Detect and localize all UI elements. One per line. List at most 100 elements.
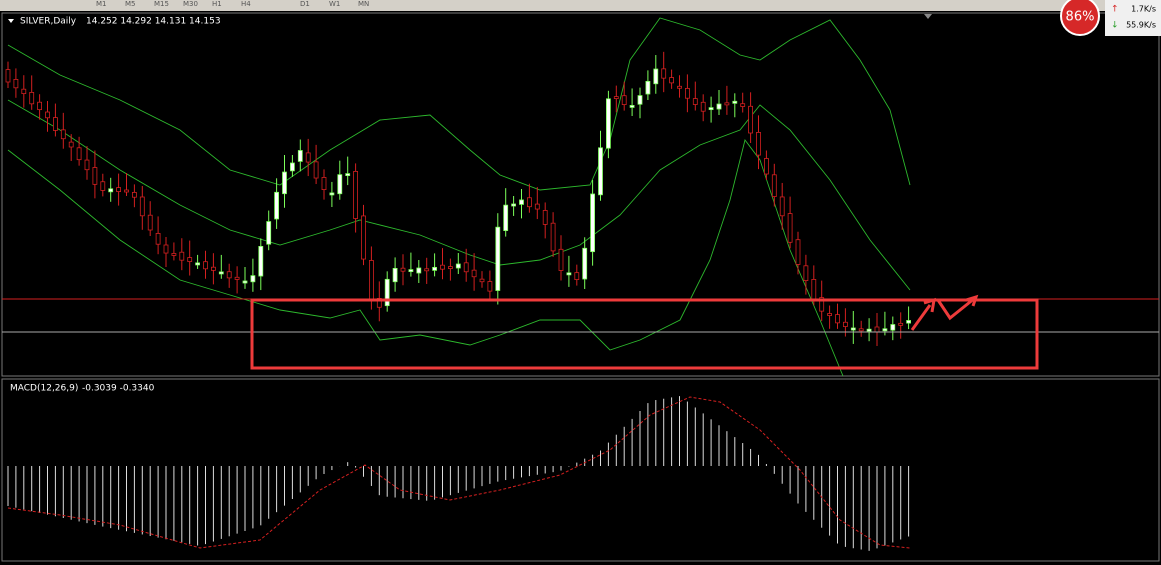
candle-body [226, 271, 232, 279]
candle-body [13, 79, 19, 89]
candle-body [353, 170, 359, 219]
candle-body [337, 174, 343, 195]
upload-speed: 1.7K/s [1131, 5, 1156, 14]
candle-body [511, 203, 517, 207]
candle-body [764, 158, 769, 175]
cpu-percent: 86% [1066, 10, 1095, 25]
candle-body [274, 191, 280, 220]
candle-body [866, 328, 872, 332]
candle-body [890, 324, 896, 331]
up-arrow: ↑ [1111, 5, 1119, 15]
candle-body [724, 102, 730, 106]
shift-marker [924, 14, 932, 19]
candle-body [92, 167, 98, 185]
candle-body [874, 326, 880, 333]
macd-signal [7, 396, 911, 549]
arrow-head [965, 294, 979, 307]
candle-body [361, 215, 366, 260]
timeframe[interactable]: M5 [125, 0, 136, 8]
timeframe[interactable]: D1 [300, 0, 310, 8]
arrow [910, 304, 932, 331]
candle-body [590, 193, 595, 253]
candle-body [234, 276, 240, 280]
timeframe-buttons: M1 M5 M15 M30 H1 H4 D1 W1 MN [96, 0, 369, 8]
candle-body [637, 95, 643, 105]
candle-body [732, 100, 738, 104]
candle-body [289, 162, 295, 172]
candle-body [329, 192, 335, 196]
timeframe[interactable]: MN [358, 0, 369, 8]
candle-body [677, 85, 682, 89]
timeframe[interactable]: W1 [329, 0, 340, 8]
candles [5, 51, 911, 346]
cpu-badge [1060, 0, 1100, 36]
candle-body [455, 263, 461, 269]
candle-body [313, 161, 319, 179]
candle-body [811, 278, 817, 300]
candle-body [685, 88, 690, 99]
candle-body [179, 251, 185, 261]
candle-body [400, 267, 406, 272]
timeframe[interactable]: M15 [154, 0, 169, 8]
candle-body [384, 278, 390, 307]
candle-body [376, 297, 382, 308]
candle-body [708, 107, 714, 111]
timeframe[interactable]: H1 [212, 0, 222, 8]
candle-body [613, 96, 619, 99]
candle-body [250, 275, 256, 283]
candle-body [440, 264, 445, 270]
net-widget [1105, 0, 1161, 36]
candle-body [819, 297, 825, 312]
candle-body [195, 262, 201, 266]
price-panel [1, 12, 1160, 377]
toolbar [0, 0, 1161, 11]
timeframe[interactable]: M30 [183, 0, 198, 8]
candle-body [574, 272, 580, 280]
candle-body [779, 196, 785, 217]
panel-arrow [8, 19, 14, 23]
candle-body [116, 187, 121, 193]
macd-panel [1, 378, 1160, 562]
bollinger-bands [7, 17, 911, 377]
candle-body [534, 203, 540, 210]
candle-body [108, 188, 114, 193]
candle-body [787, 213, 793, 243]
candle-body [629, 105, 635, 108]
candle-body [898, 322, 904, 326]
candle-body [131, 191, 137, 198]
upper-band [7, 17, 911, 191]
candle-body [84, 159, 90, 171]
down-arrow: ↓ [1111, 21, 1119, 31]
candle-body [37, 101, 42, 111]
candle-body [882, 328, 888, 332]
candle-body [495, 226, 501, 291]
candle-body [124, 189, 129, 193]
candle-body [305, 152, 311, 163]
candle-body [392, 267, 398, 283]
download-speed: 55.9K/s [1126, 21, 1156, 30]
candle-body [210, 266, 216, 271]
candle-body [76, 147, 82, 161]
candle-body [606, 98, 611, 149]
candle-body [700, 101, 706, 112]
candle-body [598, 147, 603, 196]
candle-body [858, 328, 864, 332]
candle-body [479, 278, 485, 283]
middle-band [7, 99, 911, 291]
highlight-box [250, 298, 1039, 370]
candle-body [527, 197, 532, 208]
candle-body [432, 266, 438, 271]
candle-body [748, 105, 753, 134]
timeframe[interactable]: M1 [96, 0, 107, 8]
candle-body [266, 221, 272, 245]
candle-body [756, 131, 761, 156]
timeframe[interactable]: H4 [241, 0, 251, 8]
candle-body [45, 111, 50, 119]
candle-body [487, 281, 493, 292]
forecast-arrows [910, 294, 979, 331]
candle-body [771, 174, 777, 197]
candle-body [653, 68, 659, 85]
candle-body [692, 98, 698, 105]
candle-body [447, 266, 453, 269]
